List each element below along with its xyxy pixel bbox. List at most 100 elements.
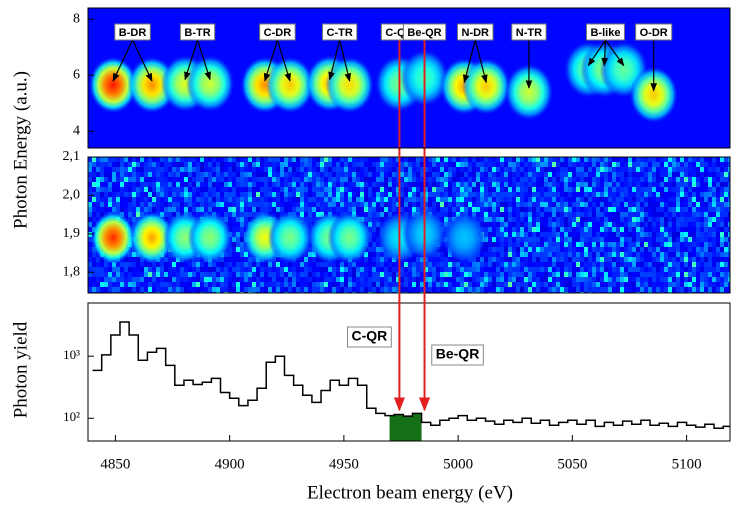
noise-cell: [708, 227, 712, 232]
noise-cell: [444, 262, 448, 267]
noise-cell: [636, 252, 640, 257]
noise-cell: [384, 187, 388, 192]
noise-cell: [608, 222, 612, 227]
noise-cell: [476, 272, 480, 277]
noise-cell: [220, 197, 224, 202]
noise-cell: [120, 282, 124, 287]
noise-cell: [684, 182, 688, 187]
noise-cell: [336, 162, 340, 167]
noise-cell: [328, 197, 332, 202]
noise-cell: [504, 232, 508, 237]
noise-cell: [116, 277, 120, 282]
noise-cell: [720, 157, 724, 162]
noise-cell: [624, 257, 628, 262]
noise-cell: [472, 172, 476, 177]
noise-cell: [312, 202, 316, 207]
noise-cell: [720, 277, 724, 282]
noise-cell: [540, 182, 544, 187]
noise-cell: [504, 272, 508, 277]
noise-cell: [508, 212, 512, 217]
noise-cell: [332, 277, 336, 282]
noise-cell: [268, 162, 272, 167]
noise-cell: [640, 212, 644, 217]
noise-cell: [588, 287, 592, 292]
noise-cell: [440, 282, 444, 287]
noise-cell: [620, 217, 624, 222]
noise-cell: [460, 167, 464, 172]
noise-cell: [196, 287, 200, 292]
noise-cell: [296, 262, 300, 267]
y-axis-title: Photon yield: [10, 321, 31, 418]
noise-cell: [164, 262, 168, 267]
noise-cell: [524, 192, 528, 197]
noise-cell: [348, 172, 352, 177]
noise-cell: [592, 192, 596, 197]
noise-cell: [192, 277, 196, 282]
noise-cell: [508, 232, 512, 237]
noise-cell: [232, 267, 236, 272]
noise-cell: [112, 167, 116, 172]
noise-cell: [500, 217, 504, 222]
noise-cell: [192, 172, 196, 177]
noise-cell: [412, 157, 416, 162]
noise-cell: [688, 242, 692, 247]
noise-cell: [268, 272, 272, 277]
noise-cell: [532, 252, 536, 257]
noise-cell: [384, 267, 388, 272]
noise-cell: [332, 287, 336, 292]
noise-cell: [268, 202, 272, 207]
noise-cell: [448, 262, 452, 267]
noise-cell: [524, 182, 528, 187]
noise-cell: [644, 217, 648, 222]
noise-cell: [200, 267, 204, 272]
noise-cell: [652, 172, 656, 177]
noise-cell: [696, 232, 700, 237]
noise-cell: [668, 287, 672, 292]
noise-cell: [184, 182, 188, 187]
noise-cell: [504, 282, 508, 287]
noise-cell: [252, 277, 256, 282]
noise-cell: [376, 252, 380, 257]
noise-cell: [312, 157, 316, 162]
noise-cell: [100, 282, 104, 287]
noise-cell: [320, 272, 324, 277]
noise-cell: [492, 157, 496, 162]
noise-cell: [380, 167, 384, 172]
noise-cell: [300, 267, 304, 272]
noise-cell: [552, 157, 556, 162]
noise-cell: [692, 242, 696, 247]
noise-cell: [700, 192, 704, 197]
noise-cell: [324, 287, 328, 292]
noise-cell: [236, 267, 240, 272]
noise-cell: [628, 157, 632, 162]
noise-cell: [608, 167, 612, 172]
noise-cell: [504, 172, 508, 177]
noise-cell: [128, 157, 132, 162]
noise-cell: [352, 197, 356, 202]
noise-cell: [564, 242, 568, 247]
noise-cell: [704, 172, 708, 177]
noise-cell: [516, 187, 520, 192]
noise-cell: [672, 167, 676, 172]
noise-cell: [248, 277, 252, 282]
noise-cell: [640, 202, 644, 207]
noise-cell: [716, 242, 720, 247]
noise-cell: [472, 162, 476, 167]
noise-cell: [636, 192, 640, 197]
noise-cell: [140, 197, 144, 202]
noise-cell: [608, 162, 612, 167]
noise-cell: [352, 202, 356, 207]
noise-cell: [496, 187, 500, 192]
noise-cell: [516, 242, 520, 247]
noise-cell: [100, 262, 104, 267]
noise-cell: [220, 272, 224, 277]
noise-cell: [684, 187, 688, 192]
noise-cell: [248, 157, 252, 162]
noise-cell: [228, 177, 232, 182]
noise-cell: [576, 177, 580, 182]
noise-cell: [704, 202, 708, 207]
noise-cell: [548, 232, 552, 237]
noise-cell: [296, 207, 300, 212]
noise-cell: [264, 267, 268, 272]
noise-cell: [524, 222, 528, 227]
